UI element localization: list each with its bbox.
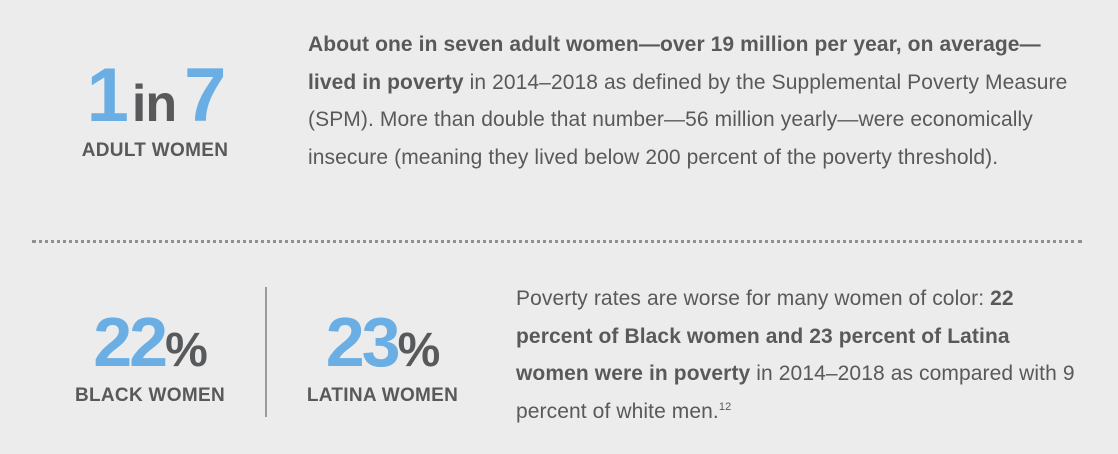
vertical-divider (265, 287, 267, 417)
stat-black-women: 22% BLACK WOMEN (55, 307, 245, 407)
women-of-color-intro: Poverty rates are worse for many women o… (516, 287, 991, 310)
women-of-color-text: in 2014–2018 as compared with 9 percent … (516, 362, 1075, 423)
stat-latina-value: 23 (325, 303, 401, 381)
women-of-color-paragraph: Poverty rates are worse for many women o… (516, 280, 1082, 430)
stat-black-value-line: 22% (55, 307, 245, 377)
stat-latina-percent-sign: % (397, 324, 441, 377)
stat-label: ADULT WOMEN (81, 140, 229, 161)
stat-latina-label: LATINA WOMEN (306, 385, 459, 406)
stat-black-percent-sign: % (165, 324, 208, 377)
adult-women-paragraph-bold: About one in seven adult women—over 19 m… (308, 33, 1041, 94)
stat-latina-women: 23% LATINA WOMEN (285, 307, 480, 407)
adult-women-paragraph-text: in 2014–2018 as defined by the Supplemen… (308, 70, 1068, 169)
adult-women-paragraph: About one in seven adult women—over 19 m… (308, 26, 1083, 176)
footnote-marker: 12 (718, 400, 732, 413)
stat-connector: in (131, 75, 177, 133)
stat-black-label: BLACK WOMEN (74, 385, 225, 406)
women-of-color-bold: 22 percent of Black women and 23 percent… (516, 287, 1014, 385)
stat-numerator: 1 (86, 53, 129, 138)
stat-adult-women: 1 in 7 ADULT WOMEN (60, 58, 250, 162)
stat-ratio: 1 in 7 (60, 58, 250, 134)
stat-latina-value-line: 23% (285, 307, 480, 377)
dotted-divider (32, 240, 1082, 243)
stat-denominator: 7 (184, 53, 226, 138)
stat-black-value: 22 (93, 303, 168, 381)
